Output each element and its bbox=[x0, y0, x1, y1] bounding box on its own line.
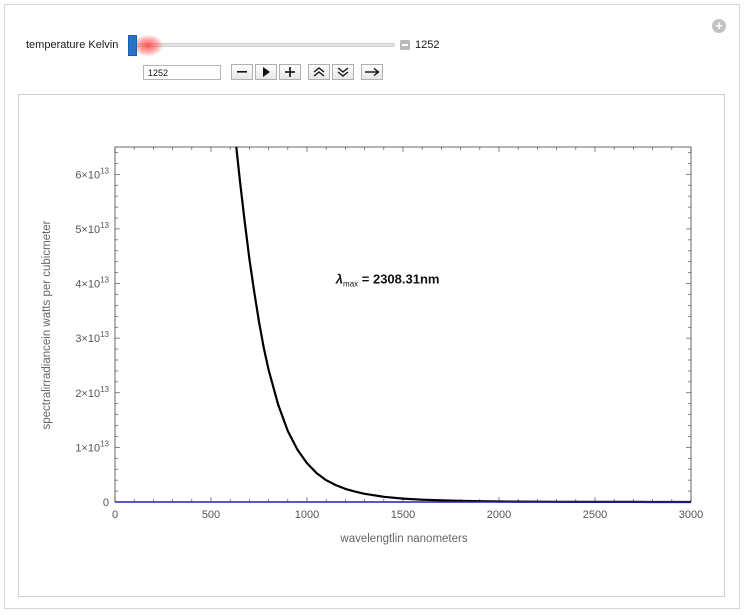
y-tick-label: 5×1013 bbox=[75, 221, 109, 236]
plot-frame bbox=[18, 94, 725, 597]
play-button[interactable] bbox=[255, 64, 277, 80]
lambda-subscript: max bbox=[343, 280, 358, 289]
x-axis-label: wavelengtlin nanometers bbox=[339, 533, 467, 545]
minus-icon bbox=[237, 71, 247, 73]
y-tick-labels: 0 1×1013 2×1013 3×1013 4×1013 5×1013 6×1013 bbox=[75, 166, 109, 509]
plus-icon bbox=[285, 67, 295, 77]
x-tick-label: 1000 bbox=[295, 509, 319, 521]
direction-button[interactable] bbox=[361, 64, 383, 80]
lambda-value: = 2308.31nm bbox=[358, 272, 439, 287]
x-tick-label: 2500 bbox=[583, 509, 607, 521]
lambda-symbol: λ bbox=[335, 272, 343, 287]
y-axis-label: spectralirradiancein watts per cubicmete… bbox=[41, 220, 53, 429]
increment-button[interactable] bbox=[279, 64, 301, 80]
faster-icon bbox=[313, 67, 325, 77]
faster-button[interactable] bbox=[308, 64, 330, 80]
x-tick-label: 2000 bbox=[487, 509, 511, 521]
y-tick-label: 2×1013 bbox=[75, 385, 109, 400]
y-tick-label: 4×1013 bbox=[75, 276, 109, 291]
x-tick-label: 0 bbox=[112, 509, 118, 521]
direction-icon bbox=[365, 67, 380, 77]
series bbox=[115, 146, 691, 504]
slider-highlight bbox=[133, 35, 163, 56]
slower-button[interactable] bbox=[332, 64, 354, 80]
planck-curve bbox=[235, 146, 691, 504]
y-tick-label: 3×1013 bbox=[75, 330, 109, 345]
slider-label: temperature Kelvin bbox=[26, 39, 119, 51]
y-tick-label: 6×1013 bbox=[75, 166, 109, 181]
temperature-input[interactable] bbox=[143, 65, 221, 80]
slower-icon bbox=[337, 67, 349, 77]
temperature-slider-thumb[interactable] bbox=[128, 35, 137, 56]
x-tick-label: 500 bbox=[202, 509, 220, 521]
decrement-button[interactable] bbox=[231, 64, 253, 80]
plot-area bbox=[114, 146, 692, 503]
y-tick-label: 0 bbox=[103, 497, 109, 509]
x-tick-labels: 0 500 1000 1500 2000 2500 3000 bbox=[112, 509, 703, 521]
x-tick-label: 1500 bbox=[391, 509, 415, 521]
collapse-controls-icon[interactable] bbox=[400, 40, 410, 50]
x-tick-label: 3000 bbox=[679, 509, 703, 521]
tick-marks bbox=[114, 147, 692, 503]
play-icon bbox=[263, 67, 270, 77]
lambda-max-annotation: λmax = 2308.31nm bbox=[335, 272, 440, 289]
slider-value-readout: 1252 bbox=[415, 39, 440, 51]
expand-options-icon[interactable]: + bbox=[712, 19, 726, 33]
y-tick-label: 1×1013 bbox=[75, 439, 109, 454]
